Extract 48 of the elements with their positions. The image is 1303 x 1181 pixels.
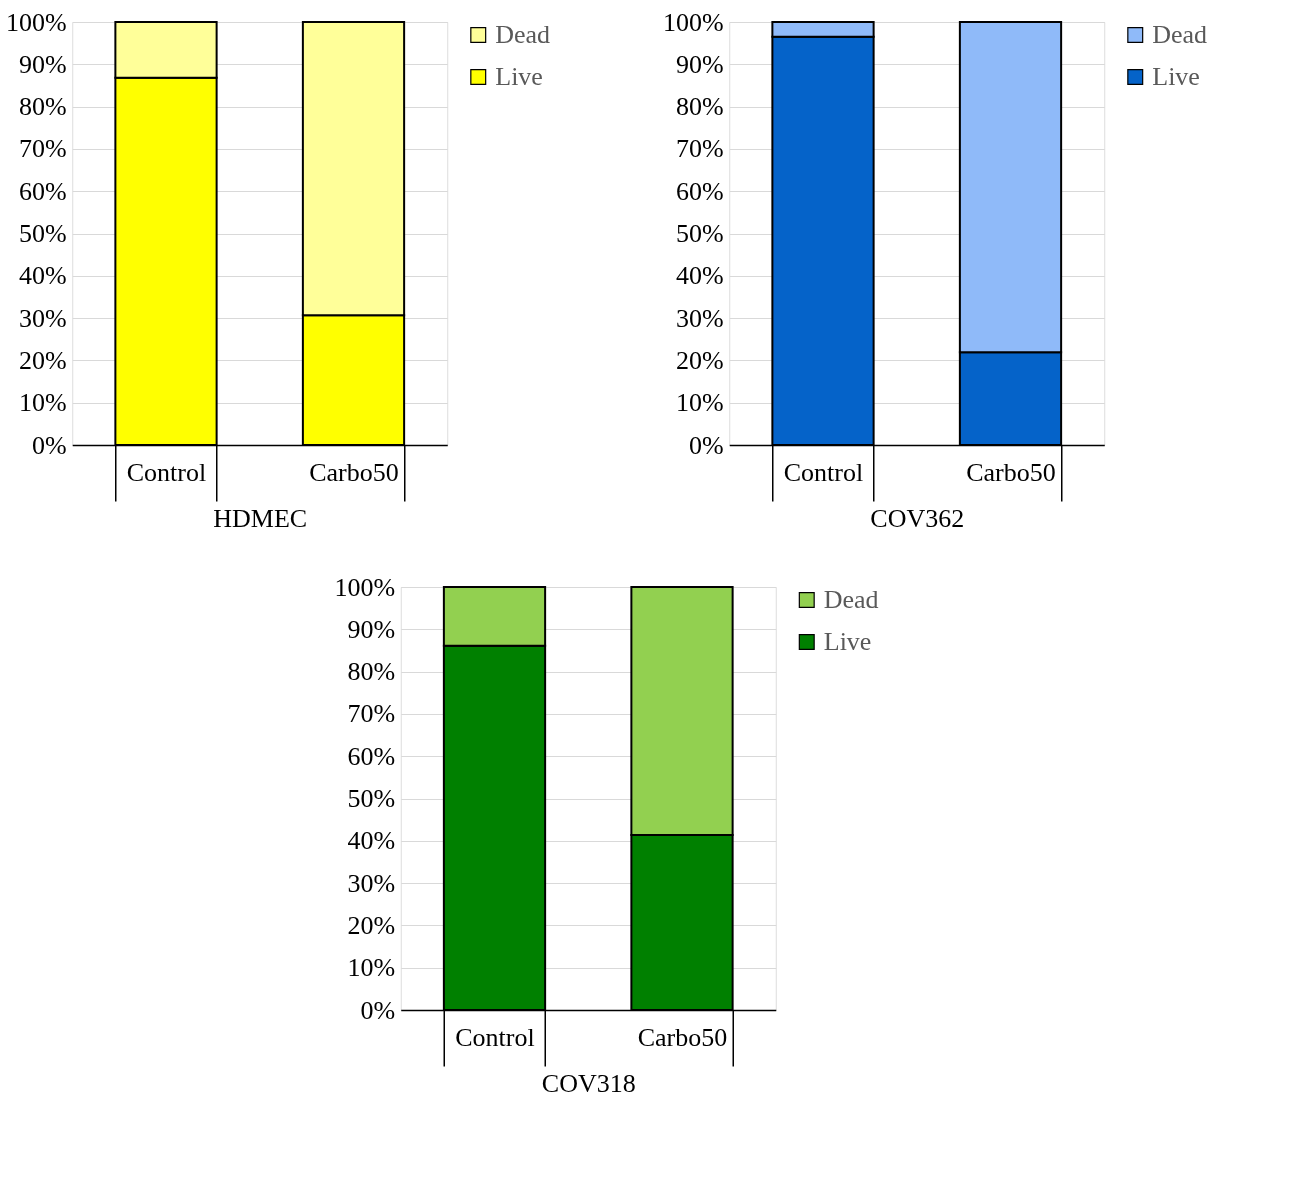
x-tick-label: Control: [126, 457, 207, 487]
y-tick-label: 90%: [19, 49, 67, 79]
y-tick-label: 20%: [676, 345, 724, 375]
y-tick-label: 40%: [347, 826, 396, 856]
y-tick-label: 10%: [19, 388, 67, 418]
legend-label: Live: [1152, 62, 1200, 91]
y-tick-label: 40%: [19, 261, 67, 291]
legend-label: Dead: [1152, 20, 1208, 49]
y-tick-label: 20%: [19, 345, 67, 375]
legend-label: Dead: [495, 20, 551, 49]
y-tick-label: 80%: [676, 92, 724, 122]
y-tick-label: 100%: [6, 7, 67, 37]
y-tick-label: 10%: [347, 953, 396, 983]
y-tick-label: 60%: [347, 741, 396, 771]
y-tick-label: 50%: [19, 219, 67, 248]
x-tick-label: Carbo50: [966, 457, 1056, 487]
x-axis-title: HDMEC: [213, 504, 308, 534]
y-tick-label: 10%: [676, 388, 724, 418]
legend-label: Dead: [823, 585, 879, 614]
y-tick-label: 60%: [676, 176, 724, 206]
y-tick-label: 70%: [347, 699, 396, 729]
y-tick-label: 30%: [676, 303, 724, 333]
legend-label: Live: [495, 62, 543, 91]
y-tick-label: 80%: [19, 92, 67, 122]
y-tick-label: 90%: [676, 49, 724, 79]
y-tick-label: 70%: [676, 134, 724, 164]
y-tick-label: 30%: [347, 868, 396, 898]
y-tick-label: 90%: [347, 614, 396, 644]
x-tick-label: Control: [783, 457, 864, 487]
x-tick-label: Carbo50: [637, 1022, 728, 1052]
y-tick-label: 100%: [334, 572, 396, 602]
x-axis-title: COV318: [541, 1069, 636, 1099]
legend-label: Live: [823, 627, 872, 656]
x-tick-label: Control: [455, 1022, 535, 1052]
y-tick-label: 0%: [360, 995, 396, 1025]
x-axis-title: COV362: [870, 504, 965, 534]
x-tick-label: Carbo50: [309, 457, 399, 487]
y-tick-label: 40%: [676, 261, 724, 291]
y-tick-label: 0%: [689, 430, 724, 460]
y-tick-label: 30%: [19, 303, 67, 333]
y-tick-label: 50%: [676, 219, 724, 248]
y-tick-label: 80%: [347, 657, 396, 687]
y-tick-label: 50%: [347, 784, 396, 813]
y-tick-label: 20%: [347, 910, 396, 940]
y-tick-label: 100%: [663, 7, 724, 37]
y-tick-label: 60%: [19, 176, 67, 206]
y-tick-label: 70%: [19, 134, 67, 164]
y-tick-label: 0%: [32, 430, 67, 460]
